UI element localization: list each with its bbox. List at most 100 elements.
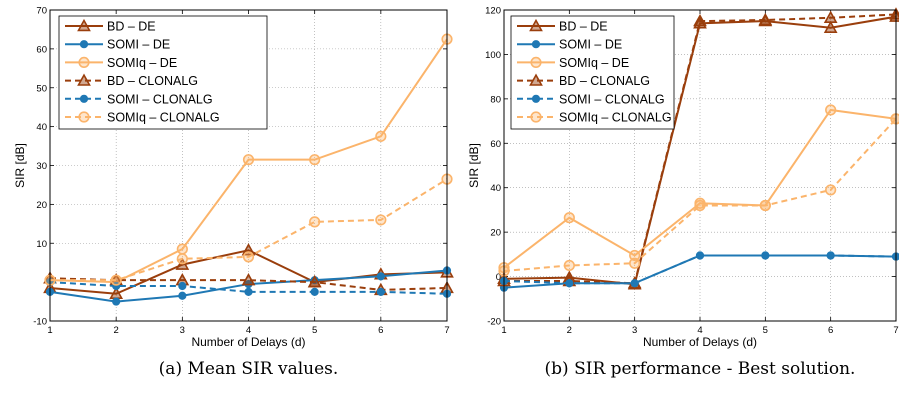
legend-marker	[530, 56, 542, 69]
x-axis-label: Number of Delays (d)	[643, 335, 757, 349]
y-tick-label: 60	[36, 44, 47, 55]
figure-caption: (b) SIR performance - Best solution.	[545, 359, 856, 379]
x-tick-label: 2	[114, 325, 119, 336]
data-point	[375, 214, 387, 226]
legend-label: SOMIq – DE	[559, 56, 629, 70]
data-point	[758, 12, 773, 26]
legend-label: SOMI – DE	[559, 38, 622, 52]
y-tick-label: 40	[36, 122, 47, 133]
y-tick-label: 0	[496, 272, 501, 283]
y-axis-label: SIR [dB]	[467, 143, 481, 188]
x-tick-label: 5	[312, 325, 317, 336]
series-line	[50, 178, 448, 282]
legend-label: SOMIq – DE	[107, 56, 177, 70]
legend-marker	[79, 94, 89, 103]
legend-label: SOMI – CLONALG	[559, 92, 665, 106]
legend: BD – DE SOMI – DE SOMIq – DE BD – CLONALG SO…	[510, 15, 675, 130]
x-tick-label: 1	[47, 325, 52, 336]
legend-label: SOMI – DE	[107, 38, 170, 52]
legend-marker	[78, 111, 90, 123]
data-point	[759, 199, 771, 212]
data-point	[823, 20, 838, 33]
y-tick-label: 120	[485, 6, 501, 17]
data-point	[565, 279, 574, 288]
legend-marker	[531, 40, 541, 49]
y-tick-label: 100	[485, 50, 501, 61]
data-point	[310, 287, 319, 296]
x-tick-label: 4	[246, 325, 251, 336]
x-tick-label: 3	[632, 325, 637, 336]
legend: BD – DE SOMI – DE SOMIq – DE BD – CLONALG SO…	[58, 15, 268, 130]
x-tick-label: 7	[893, 325, 898, 336]
legend-label: SOMIq – CLONALG	[107, 111, 220, 125]
y-tick-label: 10	[36, 239, 47, 250]
x-tick-label: 6	[378, 325, 383, 336]
data-point	[890, 113, 899, 125]
legend-label: BD – CLONALG	[107, 74, 198, 88]
data-point	[629, 249, 641, 262]
legend-label: BD – CLONALG	[559, 74, 650, 88]
y-tick-label: 40	[490, 183, 501, 194]
data-point	[563, 212, 575, 224]
figure-caption: (a) Mean SIR values.	[159, 359, 339, 379]
y-tick-label: 60	[490, 139, 501, 150]
data-point	[825, 184, 837, 196]
data-point	[761, 251, 770, 260]
legend-marker	[531, 94, 541, 103]
legend-label: SOMIq – CLONALG	[559, 111, 672, 125]
series-line	[503, 108, 897, 269]
legend-label: SOMI – CLONALG	[107, 92, 213, 106]
data-point	[693, 13, 707, 27]
legend-marker	[79, 40, 89, 49]
x-tick-label: 4	[697, 325, 702, 336]
data-point	[695, 251, 705, 260]
series-line	[503, 118, 897, 273]
legend-marker	[530, 111, 542, 123]
y-tick-label: 30	[36, 161, 47, 172]
legend-marker	[77, 18, 91, 32]
x-axis-label: Number of Delays (d)	[191, 335, 305, 349]
data-point	[826, 251, 835, 260]
legend-marker	[78, 56, 90, 69]
data-point	[629, 257, 641, 269]
legend-box	[58, 15, 268, 130]
data-point	[309, 154, 321, 166]
x-tick-label: 5	[763, 325, 768, 336]
x-tick-label: 2	[567, 325, 572, 336]
data-point	[242, 154, 255, 166]
data-point	[825, 104, 837, 116]
x-tick-label: 1	[501, 325, 506, 336]
y-tick-label: 70	[36, 6, 47, 17]
panel-a: 1 2 3 4 5 6 7 -10 10 20 30 40 50 60 70 Number of Delays…	[13, 6, 454, 379]
data-point	[112, 297, 121, 306]
y-tick-label: 50	[36, 83, 47, 94]
legend-label: BD – DE	[559, 20, 608, 34]
data-point	[307, 274, 322, 288]
axes-frame	[49, 9, 448, 322]
legend-marker	[529, 73, 543, 86]
y-tick-label: -20	[487, 317, 501, 328]
data-point	[376, 272, 385, 281]
x-tick-label: 6	[828, 325, 833, 336]
y-tick-label: 80	[490, 94, 501, 105]
data-point	[375, 130, 387, 142]
y-tick-label: -10	[33, 317, 47, 328]
legend-box	[510, 15, 675, 130]
series-5	[44, 173, 453, 286]
data-point	[823, 10, 838, 23]
legend-marker	[77, 73, 91, 86]
data-point	[241, 273, 256, 286]
y-tick-label: 20	[490, 228, 501, 239]
data-point	[178, 281, 187, 291]
y-axis-label: SIR [dB]	[13, 143, 27, 188]
axes-frame	[503, 9, 897, 322]
data-point	[242, 251, 255, 263]
data-point	[694, 199, 706, 212]
data-point	[110, 274, 122, 286]
data-point	[244, 287, 253, 296]
data-point	[630, 279, 639, 288]
legend-label: BD – DE	[107, 20, 156, 34]
panel-b: 1 2 3 4 5 6 7 -20 0 20 40 60 80 100 120 Number of Delay…	[467, 6, 899, 379]
series-line	[503, 15, 897, 286]
